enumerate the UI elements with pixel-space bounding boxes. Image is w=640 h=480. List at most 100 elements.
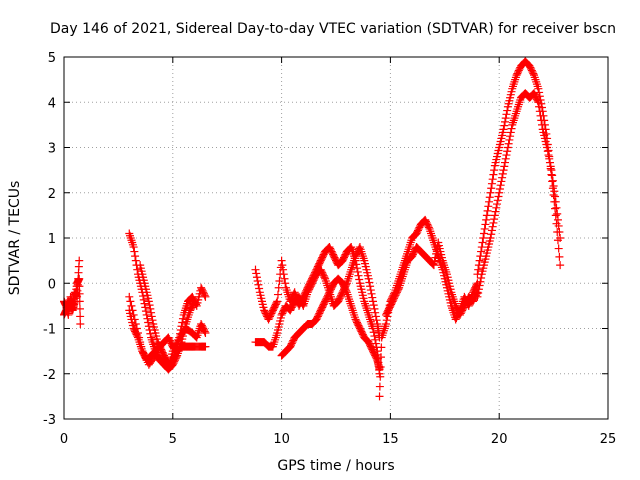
data-point (277, 256, 286, 265)
data-point (499, 166, 508, 175)
y-tick-label: 3 (48, 142, 56, 157)
data-point (372, 316, 381, 325)
data-point (192, 300, 201, 309)
data-point (367, 289, 376, 298)
data-point (368, 293, 377, 302)
data-point (366, 282, 375, 291)
data-point (536, 111, 545, 120)
data-point (430, 257, 439, 266)
data-point (474, 289, 483, 298)
data-point (549, 191, 558, 200)
data-point (551, 197, 560, 206)
data-point (130, 247, 139, 256)
data-point (545, 158, 554, 167)
data-point (141, 307, 150, 316)
data-point (200, 291, 209, 300)
data-point (75, 282, 84, 291)
series-k (382, 238, 482, 319)
y-tick-label: 0 (48, 277, 56, 292)
axis-ticks: 0 5 10 15 20 25 -3 -2 -1 0 1 2 3 4 5 (43, 51, 616, 447)
data-point (501, 114, 510, 123)
data-point (491, 207, 500, 216)
data-point (479, 234, 488, 242)
data-point (551, 211, 560, 220)
data-point (375, 392, 384, 401)
data-point (144, 322, 153, 331)
series-h (251, 243, 384, 351)
data-point (487, 230, 496, 239)
data-point (534, 98, 543, 107)
data-point (377, 343, 386, 352)
x-tick-label: 5 (169, 432, 177, 447)
data-point (129, 243, 138, 252)
data-point (371, 335, 380, 344)
data-point (200, 327, 209, 336)
data-point (498, 169, 507, 178)
data-point (550, 187, 559, 196)
data-point (177, 322, 186, 331)
data-point (371, 308, 380, 317)
data-point (371, 312, 380, 321)
data-point (429, 261, 438, 270)
data-point (543, 147, 552, 156)
data-point (548, 176, 557, 185)
data-point (146, 304, 155, 313)
data-point (555, 227, 564, 236)
data-point (551, 204, 560, 213)
data-point (140, 299, 149, 308)
data-point (273, 290, 282, 299)
data-point (489, 218, 498, 227)
data-point (178, 314, 187, 323)
data-point (279, 270, 288, 279)
data-point (370, 304, 379, 313)
data-point (201, 329, 210, 338)
data-point (366, 286, 375, 295)
y-tick-label: -2 (43, 368, 56, 383)
data-point (490, 166, 499, 175)
data-point (503, 147, 512, 156)
data-point (480, 224, 489, 233)
y-tick-label: -3 (43, 413, 56, 428)
x-axis-label: GPS time / hours (277, 458, 394, 474)
data-point (537, 116, 546, 125)
data-point (365, 278, 374, 287)
data-point (394, 285, 403, 294)
data-point (281, 279, 290, 288)
data-point (495, 188, 504, 197)
data-point (176, 326, 185, 335)
data-point (549, 181, 558, 190)
data-point (133, 332, 142, 341)
data-point (376, 353, 385, 362)
data-point (475, 281, 484, 290)
data-point (492, 203, 501, 212)
y-tick-label: 2 (48, 187, 56, 202)
series-i (277, 274, 384, 374)
data-point (501, 117, 510, 126)
data-point (485, 193, 494, 202)
data-point (272, 298, 281, 307)
data-point (175, 333, 184, 342)
data-point (477, 273, 486, 282)
data-point (556, 234, 565, 242)
data-point (142, 310, 151, 319)
data-point (547, 166, 556, 175)
data-point (499, 125, 508, 134)
data-point (75, 256, 84, 265)
data-point (529, 69, 538, 78)
data-point (275, 276, 284, 285)
data-points (60, 57, 565, 401)
data-point (507, 124, 516, 133)
data-point (370, 332, 379, 341)
x-tick-label: 0 (60, 432, 68, 447)
data-point (131, 256, 140, 265)
chart-title: Day 146 of 2021, Sidereal Day-to-day VTE… (50, 21, 616, 37)
data-point (553, 209, 562, 218)
data-point (127, 301, 136, 310)
data-point (369, 328, 378, 337)
data-point (486, 188, 495, 197)
data-point (488, 175, 497, 184)
data-point (147, 308, 156, 317)
data-point (478, 238, 487, 247)
data-point (133, 265, 142, 274)
